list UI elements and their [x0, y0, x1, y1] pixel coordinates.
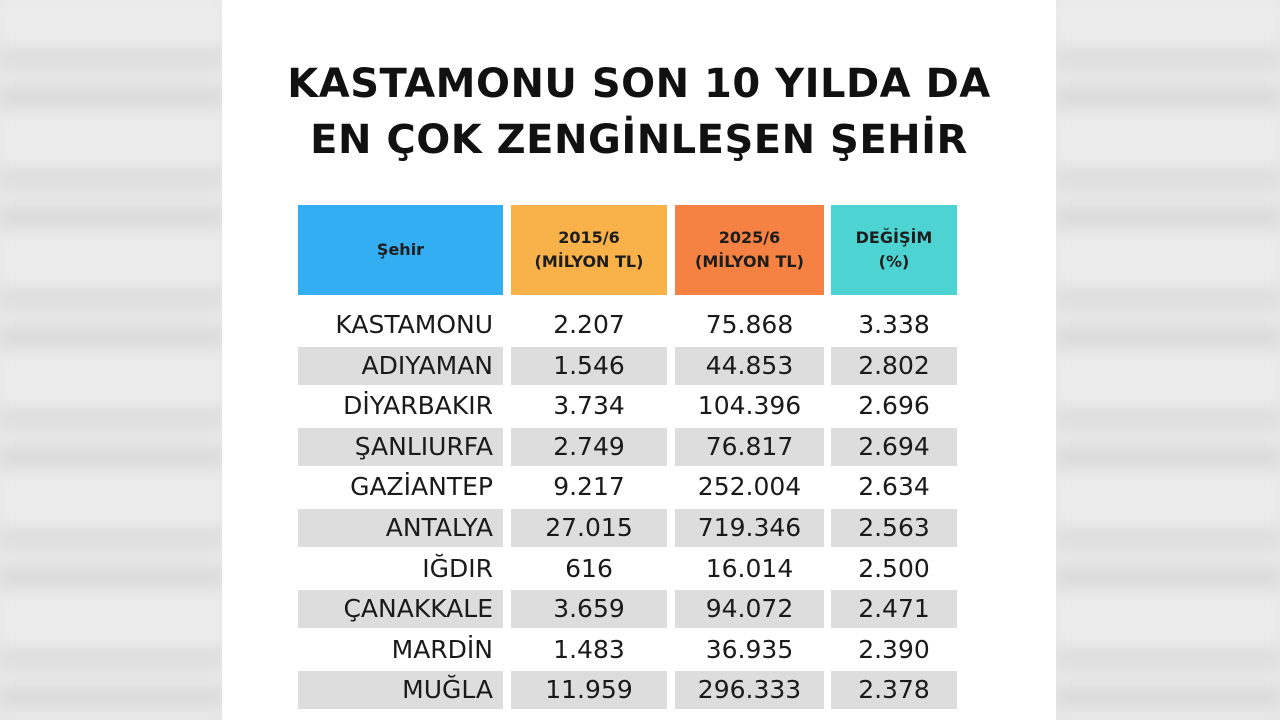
- table-row: IĞDIR 616 16.014 2.500: [298, 550, 957, 588]
- table-row: KASTAMONU 2.207 75.868 3.338: [298, 306, 957, 344]
- cell-city: MARDİN: [391, 634, 493, 664]
- cell-change: 2.500: [858, 553, 930, 583]
- header-change-line-2: (%): [878, 252, 910, 271]
- cell-y2025: 44.853: [675, 346, 824, 385]
- header-2025: 2025/6 (MİLYON TL): [675, 205, 824, 295]
- blurred-background-left: [0, 0, 222, 720]
- cell-change: 2.694: [831, 427, 957, 466]
- title-line-2: EN ÇOK ZENGİNLEŞEN ŞEHİR: [310, 117, 968, 163]
- table-row: MUĞLA 11.959 296.333 2.378: [298, 671, 957, 710]
- cell-city: ÇANAKKALE: [298, 590, 503, 629]
- table-row: ŞANLIURFA 2.749 76.817 2.694: [298, 427, 957, 466]
- header-2015-line-2: (MİLYON TL): [534, 252, 644, 271]
- cell-city: DİYARBAKIR: [343, 391, 493, 421]
- table-row: MARDİN 1.483 36.935 2.390: [298, 631, 957, 669]
- header-change: DEĞİŞİM (%): [831, 205, 957, 295]
- title-line-1: KASTAMONU SON 10 YILDA DA: [287, 61, 991, 107]
- cell-city: GAZİANTEP: [350, 472, 493, 502]
- header-2025-line-2: (MİLYON TL): [695, 252, 804, 271]
- cell-city: IĞDIR: [422, 553, 493, 583]
- cell-y2015: 616: [565, 553, 613, 583]
- page-title: KASTAMONU SON 10 YILDA DA EN ÇOK ZENGİNL…: [222, 56, 1056, 168]
- table-row: GAZİANTEP 9.217 252.004 2.634: [298, 468, 957, 506]
- header-city: Şehir: [298, 205, 503, 295]
- table-row: ADIYAMAN 1.546 44.853 2.802: [298, 346, 957, 385]
- cell-y2025: 75.868: [705, 310, 794, 339]
- cell-y2025: 296.333: [675, 671, 824, 710]
- cell-y2025: 36.935: [705, 634, 794, 664]
- table-row: DİYARBAKIR 3.734 104.396 2.696: [298, 387, 957, 425]
- cell-y2025: 719.346: [675, 509, 824, 547]
- header-city-label: Şehir: [376, 240, 425, 259]
- cell-city: ANTALYA: [298, 509, 503, 547]
- infographic-card: KASTAMONU SON 10 YILDA DA EN ÇOK ZENGİNL…: [222, 0, 1056, 720]
- header-change-line-1: DEĞİŞİM: [855, 228, 933, 247]
- cell-y2015: 1.483: [553, 634, 625, 664]
- cell-y2015: 3.734: [553, 391, 625, 421]
- cell-y2015: 1.546: [511, 346, 667, 385]
- cell-city: ŞANLIURFA: [298, 427, 503, 466]
- cell-y2025: 76.817: [675, 427, 824, 466]
- cell-y2025: 104.396: [697, 391, 802, 421]
- cell-y2015: 9.217: [553, 472, 625, 502]
- cell-y2025: 16.014: [705, 553, 794, 583]
- cell-y2025: 252.004: [697, 472, 802, 502]
- cell-change: 2.563: [831, 509, 957, 547]
- cell-city: MUĞLA: [298, 671, 503, 710]
- blurred-background-right: [1056, 0, 1280, 720]
- cell-change: 2.378: [831, 671, 957, 710]
- table-row: ANTALYA 27.015 719.346 2.563: [298, 509, 957, 547]
- cell-y2025: 94.072: [675, 590, 824, 629]
- cell-y2015: 3.659: [511, 590, 667, 629]
- header-2015: 2015/6 (MİLYON TL): [511, 205, 667, 295]
- cell-city: ADIYAMAN: [298, 346, 503, 385]
- cell-change: 2.802: [831, 346, 957, 385]
- cell-change: 2.471: [831, 590, 957, 629]
- cell-y2015: 27.015: [511, 509, 667, 547]
- cell-change: 2.696: [858, 391, 930, 421]
- table-row: ÇANAKKALE 3.659 94.072 2.471: [298, 590, 957, 629]
- header-2015-line-1: 2015/6: [558, 228, 620, 247]
- cell-y2015: 2.749: [511, 427, 667, 466]
- cell-change: 2.634: [858, 472, 930, 502]
- cell-change: 3.338: [858, 310, 930, 339]
- cell-y2015: 11.959: [511, 671, 667, 710]
- header-2025-line-1: 2025/6: [718, 228, 781, 247]
- cell-city: KASTAMONU: [335, 310, 493, 339]
- cell-change: 2.390: [858, 634, 930, 664]
- cell-y2015: 2.207: [553, 310, 625, 339]
